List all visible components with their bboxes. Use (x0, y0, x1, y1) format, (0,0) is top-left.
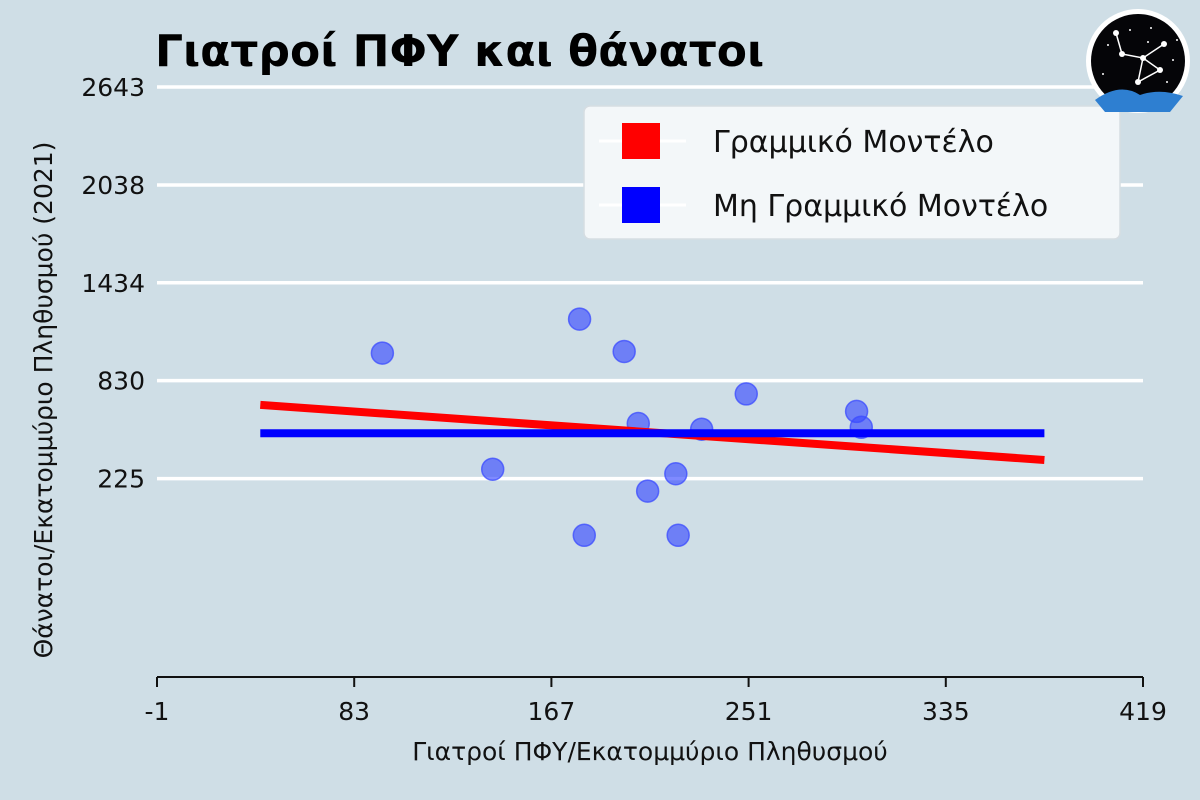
x-tick-label: 419 (1119, 697, 1167, 726)
x-tick-label: -1 (145, 697, 170, 726)
logo (888, 9, 1190, 113)
data-point (635, 479, 660, 503)
legend-swatch (622, 187, 660, 223)
data-point (572, 523, 597, 548)
data-point (734, 382, 759, 406)
data-point (664, 461, 688, 486)
y-tick-label: 225 (97, 465, 145, 494)
y-tick-labels: 225 830 1434 2038 2643 (81, 73, 145, 494)
x-tick-label: 83 (338, 697, 370, 726)
y-tick-label: 830 (97, 367, 145, 396)
legend: Γραμμικό Μοντέλο Μη Γραμμικό Μοντέλο (583, 105, 1121, 240)
x-tick-label: 251 (725, 697, 773, 726)
y-axis-label: Θάνατοι/Εκατομμύριο Πληθυσμού (2021) (29, 142, 58, 659)
logo-night-sky (1091, 14, 1185, 108)
data-point (612, 339, 636, 364)
chart-title: Γιατροί ΠΦΥ και θάνατοι (155, 26, 764, 77)
x-tick-label: 167 (528, 697, 576, 726)
data-point (567, 307, 592, 331)
legend-box (583, 105, 1121, 240)
data-point (666, 523, 690, 548)
y-tick-label: 2038 (81, 171, 145, 200)
data-point (480, 457, 505, 481)
y-tick-label: 1434 (81, 269, 145, 298)
logo-constellation-a (1115, 32, 1165, 59)
legend-label: Μη Γραμμικό Μοντέλο (713, 189, 1048, 224)
x-axis-label: Γιατροί ΠΦΥ/Εκατομμύριο Πληθυσμού (412, 737, 888, 766)
data-point (370, 341, 395, 365)
legend-label: Γραμμικό Μοντέλο (713, 125, 994, 160)
logo-constellation-b (1136, 57, 1162, 84)
y-tick-label: 2643 (81, 73, 145, 102)
legend-swatch (622, 123, 660, 159)
x-tick-label: 335 (922, 697, 970, 726)
model-lines (260, 400, 1045, 464)
x-tick-labels: -1 83 167 251 335 419 (145, 677, 1167, 726)
logo-water (1095, 89, 1183, 112)
